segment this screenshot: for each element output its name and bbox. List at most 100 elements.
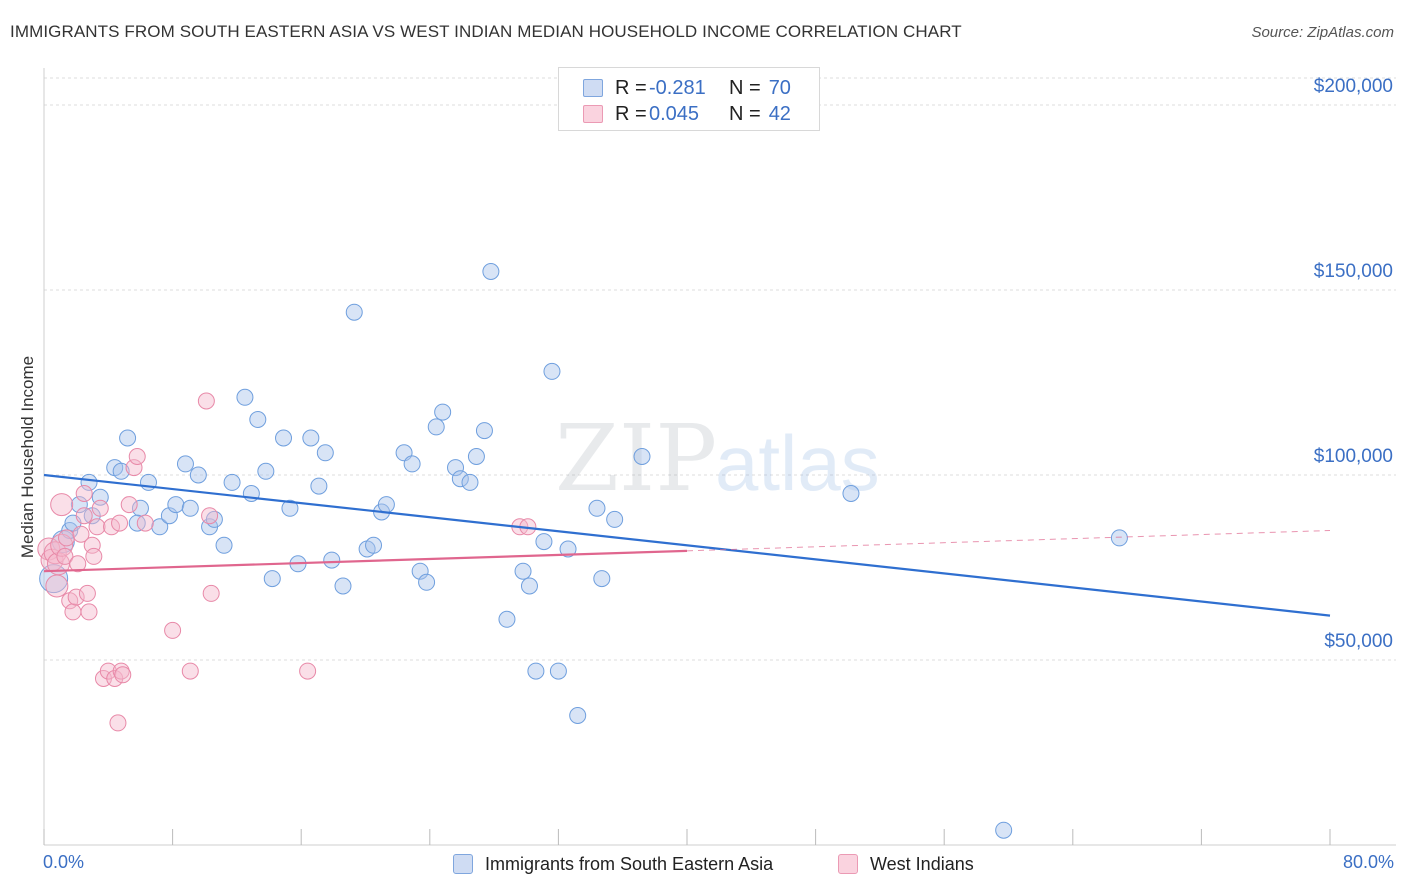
- data-point: [606, 510, 624, 528]
- data-point: [527, 662, 545, 680]
- y-tick-label: $150,000: [1314, 261, 1393, 282]
- data-point: [1110, 529, 1128, 547]
- data-point: [114, 666, 132, 684]
- legend-n-value: 70: [768, 76, 791, 99]
- data-point: [223, 473, 241, 491]
- data-point: [403, 455, 421, 473]
- data-point: [189, 466, 207, 484]
- bottom-legend-label: Immigrants from South Eastern Asia: [485, 853, 774, 874]
- data-point: [559, 540, 577, 558]
- axes: [43, 68, 1396, 846]
- watermark: ZIP atlas: [555, 405, 880, 512]
- data-point: [202, 584, 220, 602]
- trend-lines: [43, 473, 1331, 617]
- legend-swatch-blue: [583, 79, 603, 97]
- data-point: [109, 714, 127, 732]
- legend-n-label: N =: [729, 102, 761, 125]
- data-point: [164, 621, 182, 639]
- data-point: [334, 577, 352, 595]
- data-point: [543, 362, 561, 380]
- y-tick-label: $50,000: [1324, 631, 1393, 652]
- data-point: [588, 499, 606, 517]
- data-point: [136, 514, 154, 532]
- gridlines: [44, 77, 1396, 661]
- watermark-zip: ZIP: [555, 405, 717, 512]
- data-point: [70, 496, 88, 514]
- legend-n-value: 42: [768, 102, 791, 125]
- data-point: [281, 499, 299, 517]
- data-point: [125, 459, 143, 477]
- data-point: [310, 477, 328, 495]
- data-point: [181, 499, 199, 517]
- data-point: [482, 263, 500, 280]
- data-point: [78, 584, 96, 602]
- legend-n-label: N =: [729, 76, 761, 99]
- legend-r-value: -0.281: [649, 76, 706, 99]
- data-point: [842, 485, 860, 502]
- data-point: [85, 547, 103, 565]
- bottom-legend-se-asia[interactable]: Immigrants from South Eastern Asia: [453, 852, 773, 876]
- data-point: [249, 411, 267, 428]
- data-point: [299, 662, 317, 680]
- y-tick-label: $200,000: [1314, 76, 1393, 97]
- data-point: [549, 662, 567, 680]
- data-point: [43, 541, 67, 565]
- data-point: [119, 429, 137, 447]
- data-point: [56, 547, 74, 565]
- legend-row-se-asia: R = -0.281 N = 70: [583, 76, 791, 100]
- data-point: [160, 507, 178, 525]
- legend-r-value: 0.045: [649, 102, 700, 125]
- data-point: [451, 470, 469, 488]
- trend-line: [43, 549, 688, 573]
- data-point: [569, 707, 587, 724]
- watermark-atlas: atlas: [715, 419, 880, 507]
- x-tick-label-min: 0.0%: [43, 852, 85, 872]
- data-point: [83, 536, 101, 554]
- data-point: [302, 429, 320, 447]
- data-point: [151, 518, 169, 536]
- y-tick-labels: $50,000 $100,000 $150,000 $200,000: [1314, 76, 1393, 652]
- data-point: [75, 485, 93, 502]
- correlation-legend: R = -0.281 N = 70 R = 0.045 N = 42: [558, 67, 820, 131]
- data-point: [520, 577, 538, 595]
- y-axis-label: Median Household Income: [18, 355, 37, 559]
- data-point: [345, 303, 363, 321]
- data-point: [257, 462, 275, 480]
- y-tick-label: $100,000: [1314, 446, 1393, 467]
- data-point: [475, 422, 493, 440]
- legend-swatch-pink: [583, 105, 603, 123]
- data-point: [58, 529, 76, 547]
- data-point: [128, 448, 146, 465]
- trend-line-extension: [686, 530, 1331, 552]
- data-point: [50, 493, 74, 517]
- data-point: [447, 459, 465, 477]
- data-point: [263, 570, 281, 588]
- data-point: [427, 418, 445, 436]
- data-point: [111, 514, 129, 532]
- legend-r-label: R =: [615, 102, 647, 125]
- data-point: [167, 496, 185, 514]
- data-point: [103, 518, 121, 536]
- legend-r-label: R =: [615, 76, 647, 99]
- bottom-legend-west-indians[interactable]: West Indians: [838, 852, 974, 876]
- bottom-legend-swatch-pink: [838, 854, 858, 874]
- data-point: [181, 662, 199, 680]
- data-point: [633, 448, 651, 465]
- data-point: [120, 496, 138, 514]
- trend-line: [43, 473, 1331, 617]
- data-point: [69, 555, 87, 573]
- bottom-legend-swatch-blue: [453, 854, 473, 874]
- bottom-legend-label: West Indians: [870, 853, 974, 874]
- data-point: [72, 525, 90, 543]
- data-point: [201, 507, 219, 525]
- data-point: [377, 496, 395, 514]
- chart-title: IMMIGRANTS FROM SOUTH EASTERN ASIA VS WE…: [10, 22, 962, 41]
- series-immigrants-se-asia: [39, 263, 1128, 839]
- data-point: [275, 429, 293, 447]
- data-point: [535, 533, 553, 551]
- source-credit: Source: ZipAtlas.com: [1251, 24, 1394, 41]
- data-point: [176, 455, 194, 473]
- data-point: [593, 570, 611, 588]
- data-point: [323, 551, 341, 569]
- data-point: [514, 562, 532, 580]
